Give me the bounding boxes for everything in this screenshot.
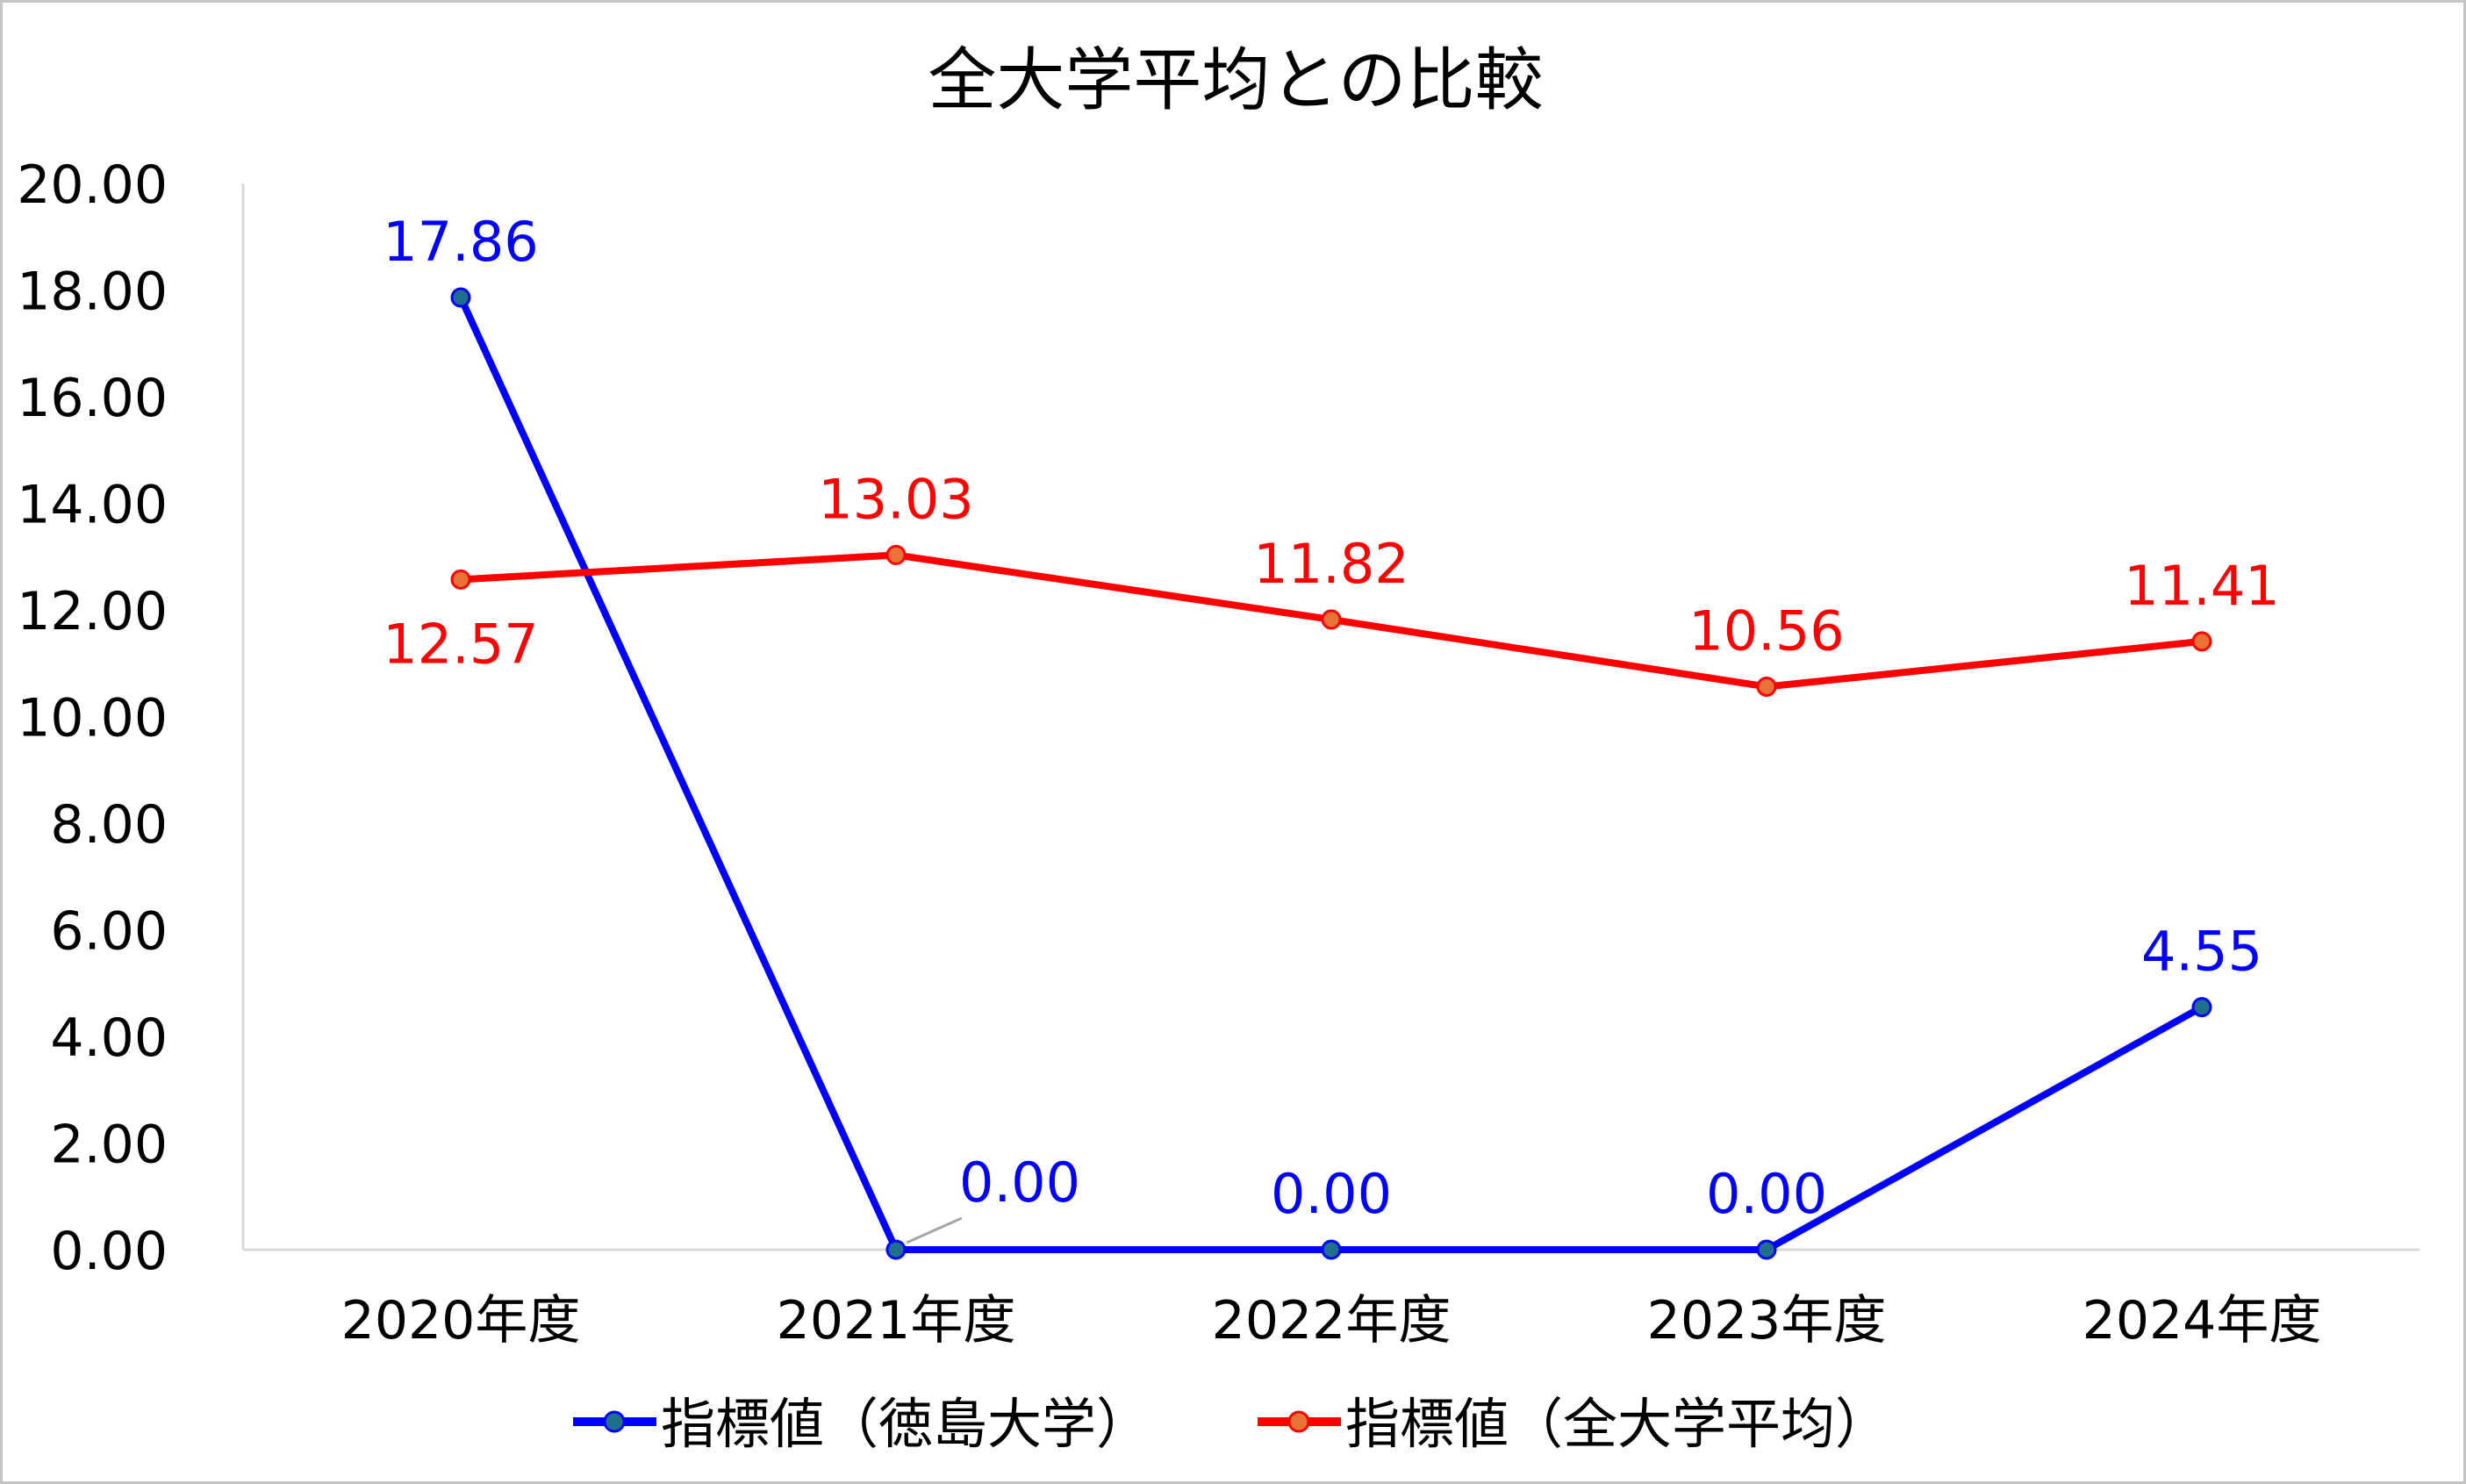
y-tick-label: 14.00 [17, 475, 168, 536]
x-tick-label: 2024年度 [2082, 1290, 2322, 1351]
data-label: 0.00 [1706, 1162, 1827, 1226]
chart-title: 全大学平均との比較 [928, 41, 1543, 120]
line-chart: 全大学平均との比較 0.00 2.00 4.00 6.00 8.00 10.00 12.00… [17, 41, 2419, 1456]
y-tick-label: 6.00 [50, 901, 168, 963]
y-tick-label: 8.00 [50, 794, 168, 856]
y-tick-label: 20.00 [17, 154, 168, 216]
legend-marker-swatch [1287, 1410, 1310, 1433]
data-point-marker [1756, 1239, 1777, 1260]
y-tick-label: 0.00 [50, 1221, 168, 1282]
data-label: 0.00 [959, 1151, 1080, 1215]
y-tick-label: 18.00 [17, 262, 168, 323]
data-label: 12.57 [383, 612, 539, 676]
data-label: 0.00 [1271, 1162, 1392, 1226]
y-tick-label: 10.00 [17, 688, 168, 749]
data-point-marker [450, 287, 471, 308]
data-label-leader-line [906, 1216, 963, 1244]
data-label: 4.55 [2141, 920, 2262, 984]
x-tick-label: 2020年度 [341, 1290, 581, 1351]
data-label: 11.82 [1253, 532, 1409, 596]
data-point-marker [450, 569, 471, 590]
x-tick-label: 2023年度 [1647, 1290, 1887, 1351]
data-label: 11.41 [2124, 554, 2280, 618]
series-line-0 [457, 296, 2204, 1253]
x-tick-label: 2022年度 [1212, 1290, 1452, 1351]
data-point-marker [2191, 631, 2212, 652]
legend-entry-label: 指標値（徳島大学） [661, 1392, 1151, 1456]
legend-marker-swatch [603, 1410, 626, 1433]
x-tick-label: 2021年度 [777, 1290, 1016, 1351]
y-tick-label: 2.00 [50, 1115, 168, 1176]
data-point-marker [1321, 1239, 1342, 1260]
y-tick-label: 16.00 [17, 368, 168, 429]
y-tick-label: 12.00 [17, 581, 168, 642]
data-label: 10.56 [1688, 599, 1845, 663]
data-point-marker [2191, 997, 2212, 1018]
data-point-marker [885, 544, 907, 565]
data-label: 13.03 [818, 467, 974, 531]
data-point-marker [885, 1239, 907, 1260]
data-point-marker [1321, 609, 1342, 630]
data-point-marker [1756, 676, 1777, 697]
data-label: 17.86 [383, 210, 539, 274]
legend-entry-label: 指標値（全大学平均） [1345, 1392, 1889, 1456]
y-tick-label: 4.00 [50, 1007, 168, 1069]
